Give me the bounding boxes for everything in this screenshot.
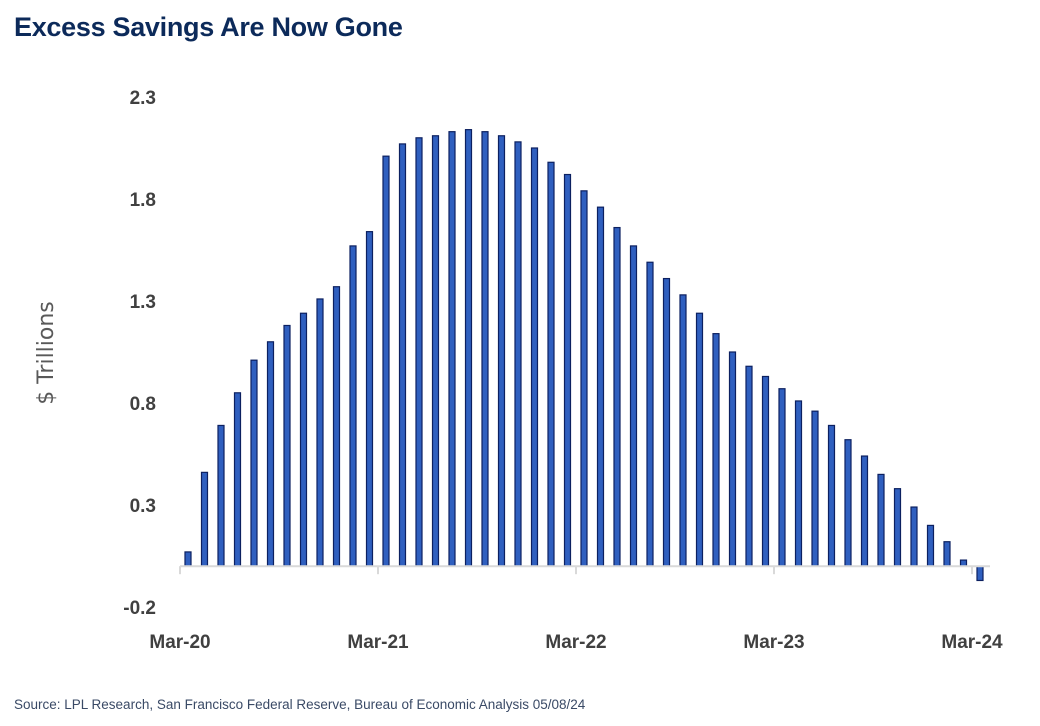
bar-Oct-20 (299, 312, 308, 567)
bar-Jun-22 (629, 245, 638, 567)
bar-Apr-20 (200, 471, 209, 567)
chart-title: Excess Savings Are Now Gone (14, 12, 403, 42)
x-tick-marks (179, 566, 973, 575)
bar-Aug-21 (464, 129, 473, 567)
bar-Jan-22 (547, 161, 555, 567)
y-tick-label: 2.3 (130, 88, 156, 109)
bar-Nov-20 (316, 298, 324, 567)
bar-Dec-21 (530, 147, 539, 567)
bar-Sep-23 (877, 473, 885, 567)
bar-Nov-22 (712, 333, 720, 567)
bar-Dec-23 (926, 524, 935, 567)
bar-Jun-20 (233, 392, 242, 567)
bar-Sep-22 (679, 294, 687, 567)
bar-Sep-21 (481, 131, 489, 567)
x-tick-label: Mar-23 (743, 632, 804, 653)
bar-Mar-22 (580, 190, 588, 567)
source-note: Source: LPL Research, San Francisco Fede… (14, 697, 586, 712)
bar-Nov-23 (910, 506, 918, 567)
x-tick-label: Mar-21 (347, 632, 409, 653)
bar-Aug-22 (662, 277, 671, 567)
bar-Aug-20 (266, 341, 275, 567)
bar-May-20 (217, 424, 225, 567)
x-tick-label: Mar-24 (941, 632, 1003, 653)
x-tick-label: Mar-20 (149, 632, 210, 653)
bar-Sep-20 (283, 324, 291, 567)
bar-Mar-24 (976, 565, 984, 582)
bar-Feb-21 (365, 231, 374, 567)
bar-Jul-22 (646, 261, 654, 567)
bar-Jan-24 (943, 541, 951, 567)
bar-Dec-22 (728, 351, 737, 567)
bar-May-22 (613, 226, 621, 567)
bar-Jan-23 (745, 365, 753, 567)
bar-Jul-23 (844, 439, 852, 567)
y-tick-label: 1.8 (130, 190, 156, 211)
bar-Oct-23 (893, 488, 902, 567)
bar-Apr-23 (794, 400, 803, 567)
bar-Jan-21 (349, 245, 357, 567)
excess-savings-bar-chart: 2.31.81.30.80.3-0.2 Mar-20 Mar-21 Mar-22 Ma… (34, 88, 1003, 653)
bar-Feb-22 (563, 173, 572, 567)
bar-Aug-23 (860, 455, 869, 567)
bar-Jul-20 (250, 359, 258, 567)
bar-Apr-21 (398, 143, 407, 567)
bar-Oct-21 (497, 135, 506, 567)
y-axis-label: $ Trillions (34, 301, 59, 405)
bar-Mar-20 (184, 551, 192, 567)
bar-May-21 (415, 137, 423, 567)
bar-Mar-23 (778, 388, 786, 567)
bar-Feb-23 (761, 375, 770, 567)
bar-Mar-21 (382, 155, 390, 567)
bar-Oct-22 (695, 312, 704, 567)
y-tick-label: 1.3 (130, 292, 156, 313)
y-tick-labels: 2.3 1.8 1.3 0.8 0.3 -0.2 (123, 88, 156, 619)
bar-Jun-23 (827, 424, 836, 567)
x-tick-labels: Mar-20 Mar-21 Mar-22 Mar-23 Mar-24 (149, 632, 1003, 653)
bar-Jun-21 (431, 135, 440, 567)
bar-May-23 (811, 410, 819, 567)
bar-Dec-20 (332, 286, 341, 567)
y-tick-label: -0.2 (123, 598, 156, 619)
y-tick-label: 0.8 (130, 394, 156, 415)
y-tick-label: 0.3 (130, 496, 156, 517)
bar-Nov-21 (514, 141, 522, 567)
bar-Apr-22 (596, 206, 605, 567)
bars-group (184, 129, 984, 582)
bar-Jul-21 (448, 131, 456, 567)
x-tick-label: Mar-22 (545, 632, 606, 653)
